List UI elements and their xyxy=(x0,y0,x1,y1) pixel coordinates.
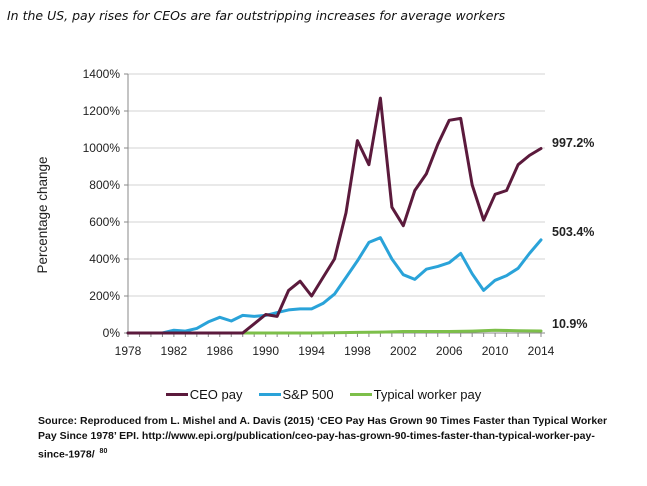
series-lines xyxy=(126,96,543,335)
y-axis-label: Percentage change xyxy=(35,156,50,273)
x-tick-label: 2010 xyxy=(482,344,509,358)
legend: CEO pay S&P 500 Typical worker pay xyxy=(0,384,647,404)
y-tick-label: 600% xyxy=(89,215,120,229)
chart-title: In the US, pay rises for CEOs are far ou… xyxy=(7,8,506,23)
x-tick-label: 1986 xyxy=(206,344,233,358)
end-label-ceo-pay: 997.2% xyxy=(552,136,594,150)
legend-swatch-typical-worker-pay xyxy=(349,392,372,396)
legend-label-typical-worker-pay: Typical worker pay xyxy=(373,386,482,402)
source-badge: 80 xyxy=(99,448,108,455)
legend-item-typical-worker-pay: Typical worker pay xyxy=(349,386,482,402)
x-tick-label: 1990 xyxy=(252,344,279,358)
legend-item-sp500: S&P 500 xyxy=(258,386,334,402)
x-tick-label: 1978 xyxy=(115,344,142,358)
y-tick-label: 400% xyxy=(89,252,120,266)
series-line-s-p-500 xyxy=(126,236,543,335)
source-note: Source: Reproduced from L. Mishel and A.… xyxy=(38,414,608,463)
series-line-ceo-pay xyxy=(126,96,543,335)
end-label-typical-worker-pay: 10.9% xyxy=(552,317,587,331)
x-tick-label: 1994 xyxy=(298,344,325,358)
y-tick-label: 800% xyxy=(89,178,120,192)
y-tick-label: 1200% xyxy=(83,104,121,118)
legend-swatch-sp500 xyxy=(258,392,281,396)
y-tick-label: 0% xyxy=(103,326,121,340)
x-tick-label: 1998 xyxy=(344,344,371,358)
source-text: Source: Reproduced from L. Mishel and A.… xyxy=(38,415,608,461)
legend-swatch-ceo-pay xyxy=(165,392,188,396)
end-labels: 997.2% 503.4% 10.9% xyxy=(552,136,594,331)
x-tick-label: 2014 xyxy=(528,344,555,358)
line-chart: 0% 200% 400% 600% 800% 1000% 1200% 1400% 1978 198… xyxy=(35,67,594,358)
y-tick-label: 1000% xyxy=(83,141,121,155)
legend-label-sp500: S&P 500 xyxy=(282,386,334,402)
gridlines xyxy=(128,73,545,297)
legend-label-ceo-pay: CEO pay xyxy=(189,386,243,402)
axes: 0% 200% 400% 600% 800% 1000% 1200% 1400% 1978 198… xyxy=(83,67,555,358)
end-label-s-p-500: 503.4% xyxy=(552,225,594,239)
y-tick-label: 1400% xyxy=(83,67,121,81)
x-tick-label: 2002 xyxy=(390,344,417,358)
x-tick-label: 1982 xyxy=(161,344,188,358)
x-tick-label: 2006 xyxy=(436,344,463,358)
y-tick-label: 200% xyxy=(89,289,120,303)
legend-item-ceo-pay: CEO pay xyxy=(165,386,243,402)
